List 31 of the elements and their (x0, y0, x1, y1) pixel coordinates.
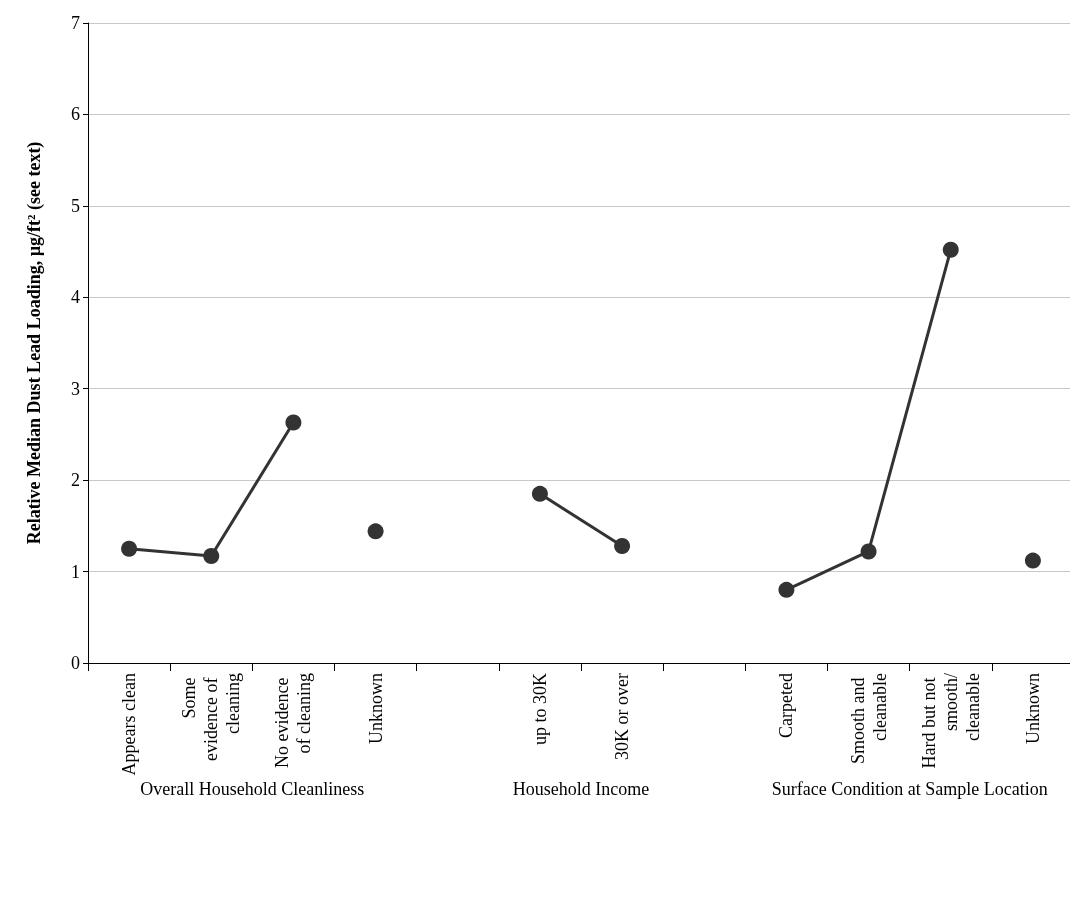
point (367, 523, 384, 540)
y-tick-label: 0 (71, 653, 80, 673)
point (531, 485, 548, 502)
x-tick-label: Smooth and cleanable (847, 672, 890, 765)
y-tick-label: 3 (71, 378, 80, 399)
point (860, 543, 877, 560)
point (285, 414, 302, 431)
x-tick-label: 30K or over (612, 673, 633, 760)
y-tick-label: 5 (71, 195, 80, 216)
text: Household Income (512, 779, 650, 799)
x-tick-label: Some evidence of cleaning (179, 673, 244, 761)
point (121, 540, 138, 557)
y-tick-label: 2 (71, 470, 80, 491)
y-axis-title: Relative Median Dust Lead Loading, µg/ft² (see text) (24, 141, 45, 545)
y-tick-label: 6 (71, 104, 80, 125)
x-tick-label: up to 30K (529, 673, 550, 745)
point (1024, 552, 1041, 569)
y-tick-label: 4 (71, 287, 80, 308)
point (203, 548, 220, 565)
y-tick-label: 7 (71, 13, 80, 33)
x-tick-label: Carpeted (776, 673, 797, 738)
x-tick-label: Unknown (365, 673, 386, 744)
point (778, 581, 795, 598)
x-tick-label: No evidence of cleaning (272, 673, 315, 768)
y-tick-label: 1 (71, 561, 80, 582)
x-tick-label: Appears clean (119, 673, 140, 776)
x-tick-label: Unknown (1022, 673, 1043, 744)
point (614, 537, 631, 554)
point (942, 241, 959, 258)
text: Surface Condition at Sample Location (771, 779, 1048, 799)
text: Overall Household Cleanliness (140, 779, 365, 799)
